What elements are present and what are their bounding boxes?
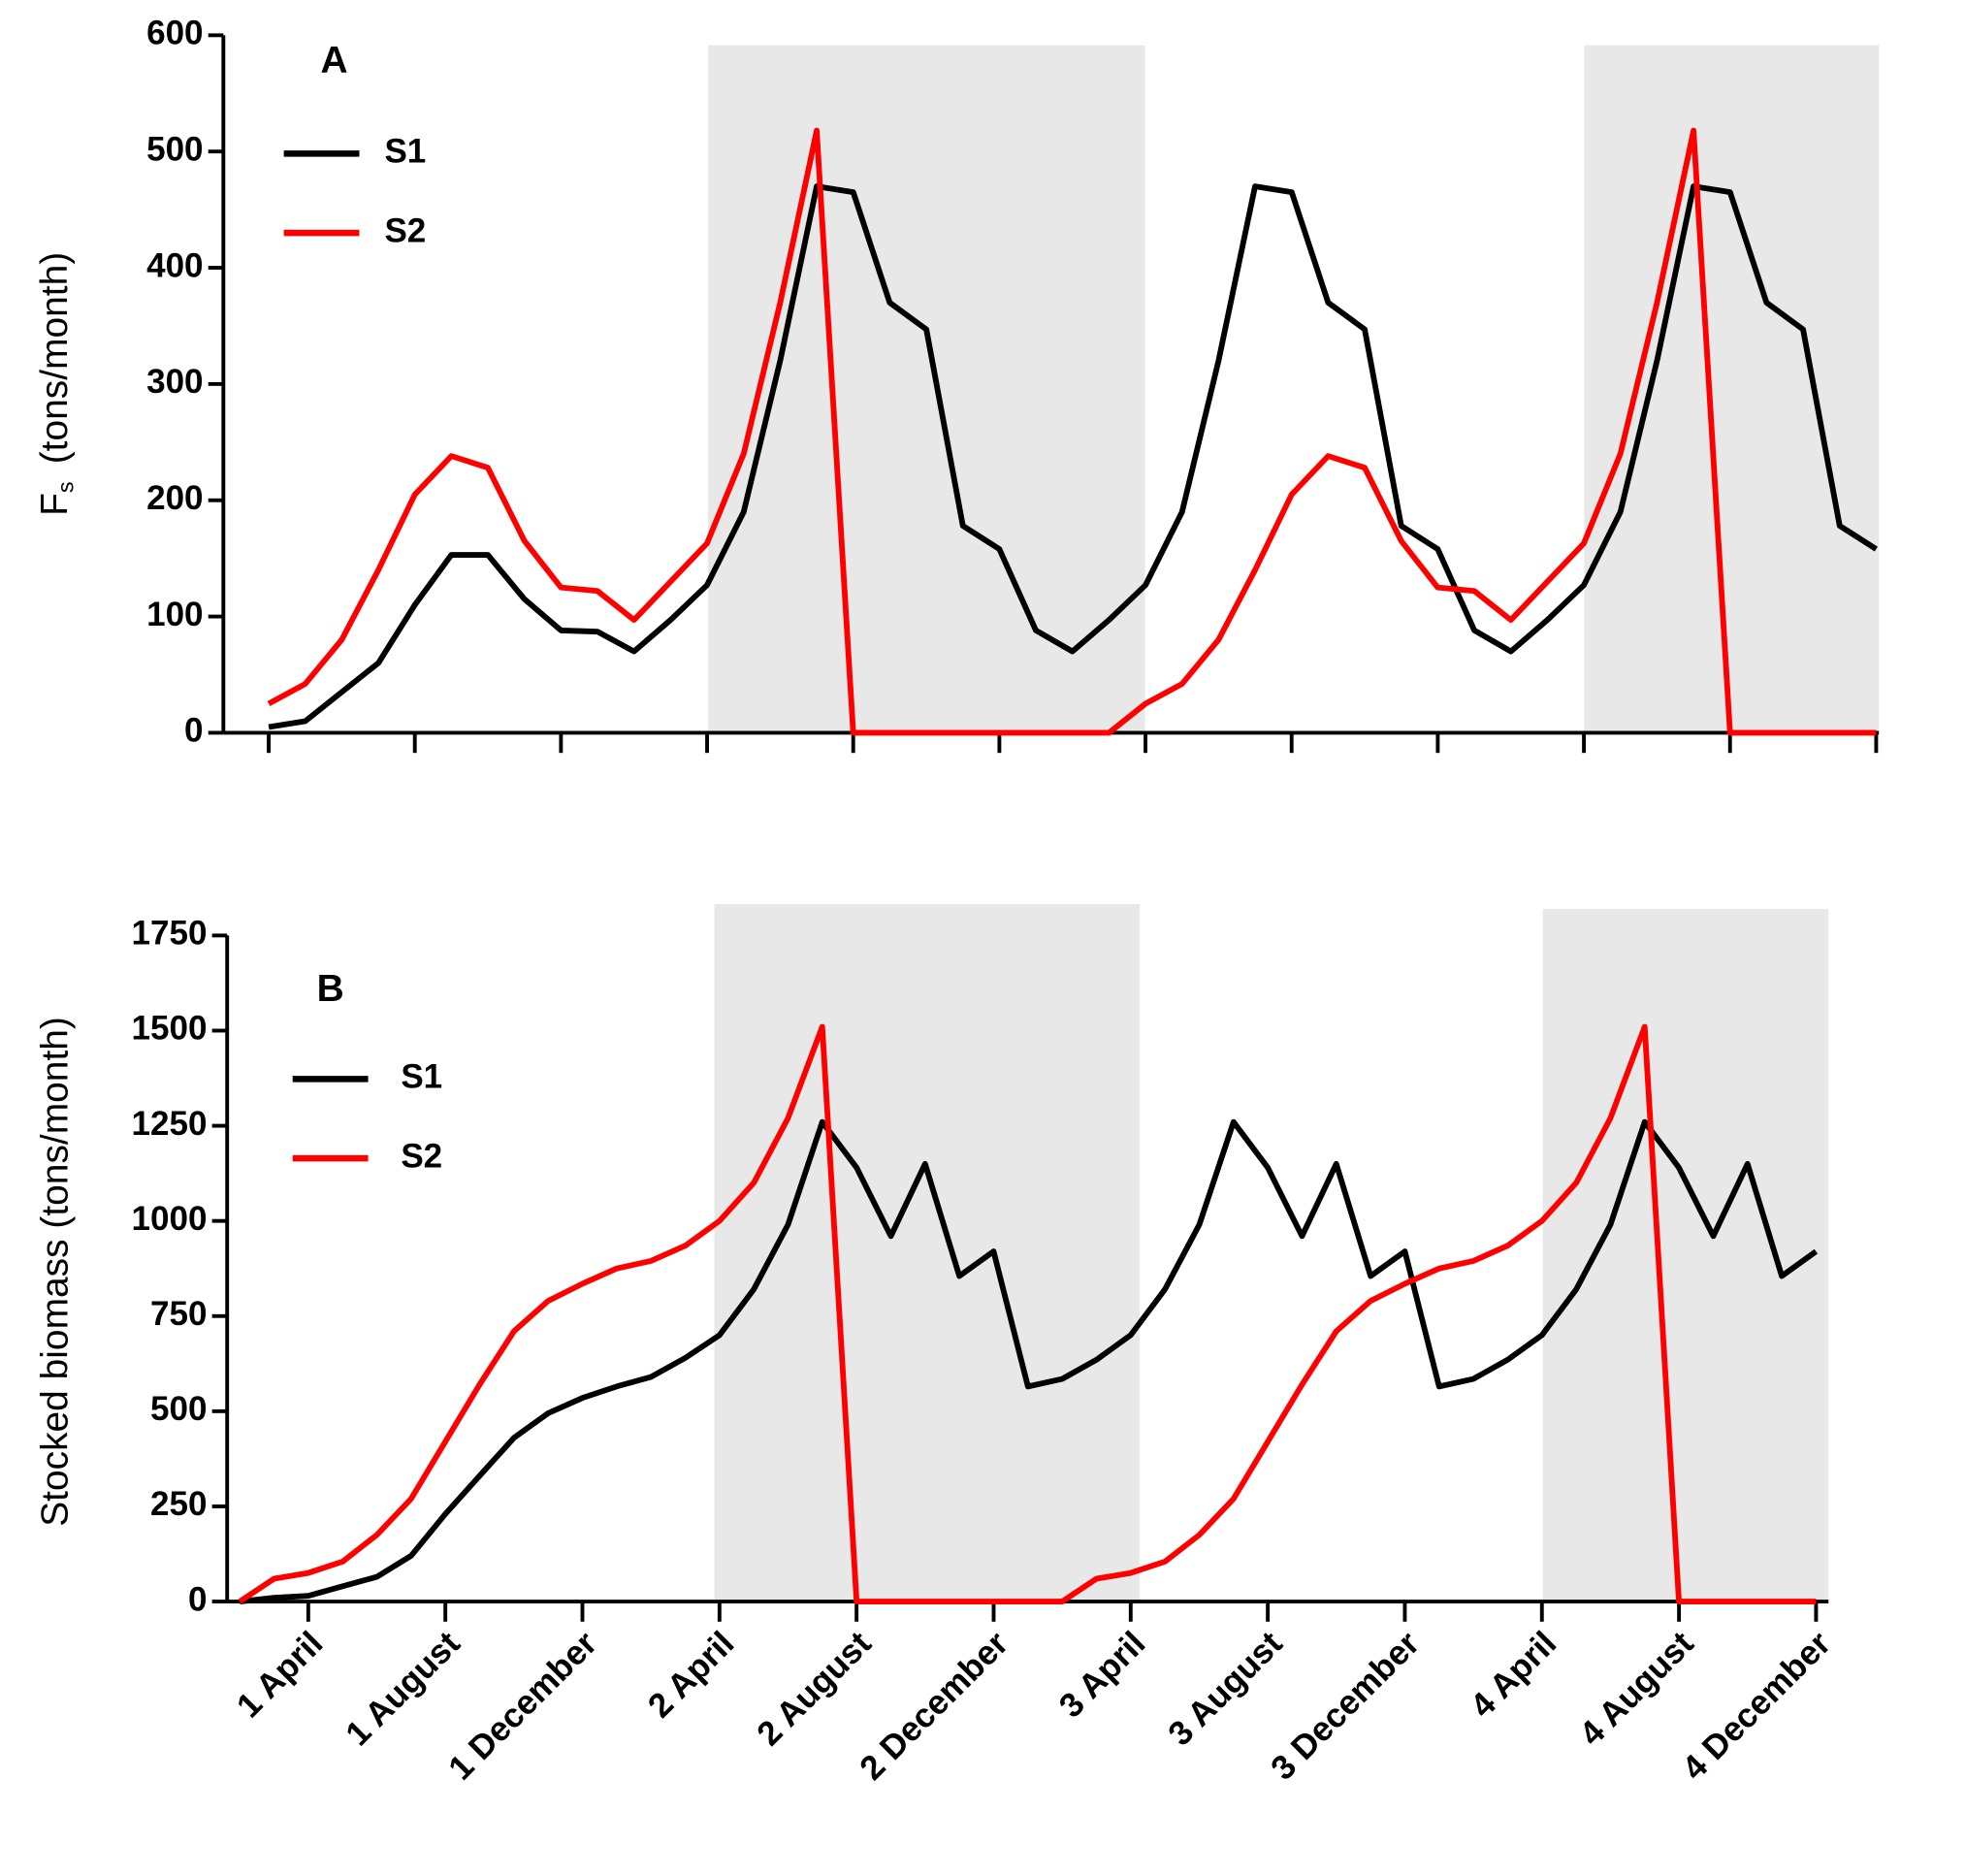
y-tick-label: 1750 (132, 915, 208, 953)
y-tick-label: 750 (150, 1295, 207, 1333)
x-tick-label: 4 December (1675, 1624, 1838, 1787)
y-axis-label-main: F (34, 493, 76, 516)
y-axis-label: Fs (tons/month) (34, 252, 78, 516)
y-tick-label: 300 (146, 363, 203, 401)
shaded-period (714, 903, 1141, 1602)
legend-label: S2 (401, 1137, 442, 1175)
x-tick-label: 1 August (338, 1624, 467, 1753)
x-tick-label: 2 August (750, 1624, 879, 1753)
y-tick-label: 0 (184, 712, 203, 750)
y-axis-label-rest: (tons/month) (34, 252, 76, 464)
shaded-period (708, 45, 1145, 733)
y-tick-label: 0 (188, 1580, 207, 1618)
x-tick-label: 1 April (230, 1625, 331, 1726)
series-line (239, 1118, 1819, 1604)
panel-label: A (320, 40, 347, 81)
y-tick-label: 500 (150, 1390, 207, 1428)
series-line (267, 127, 1877, 736)
y-tick-label: 100 (146, 596, 203, 633)
series-line (268, 183, 1879, 730)
y-tick-label: 250 (150, 1485, 207, 1523)
y-tick-label: 1250 (132, 1105, 208, 1143)
x-tick-label: 2 April (641, 1625, 742, 1726)
x-tick-label: 4 April (1464, 1625, 1564, 1726)
x-tick-label: 1 December (441, 1624, 604, 1787)
x-tick-label: 3 April (1052, 1625, 1153, 1726)
y-tick-label: 500 (146, 130, 203, 168)
legend-label: S2 (384, 211, 426, 249)
y-tick-label: 200 (146, 479, 203, 517)
x-tick-label: 2 December (853, 1624, 1015, 1787)
panel-label: B (317, 968, 344, 1010)
y-axis-label-sub: s (53, 481, 79, 493)
legend-label: S1 (401, 1058, 442, 1096)
y-tick-label: 1500 (132, 1010, 208, 1048)
series-line (238, 1023, 1817, 1604)
y-axis-label: Stocked biomass (tons/month) (34, 1017, 76, 1527)
shaded-period (1542, 909, 1829, 1602)
shaded-period (1584, 45, 1880, 733)
legend-label: S1 (384, 133, 426, 171)
x-tick-label: 3 August (1161, 1624, 1290, 1753)
y-tick-label: 600 (146, 15, 203, 52)
x-tick-label: 3 December (1264, 1624, 1427, 1787)
x-tick-label: 4 August (1572, 1624, 1701, 1753)
y-tick-label: 400 (146, 246, 203, 284)
y-tick-label: 1000 (132, 1200, 208, 1238)
